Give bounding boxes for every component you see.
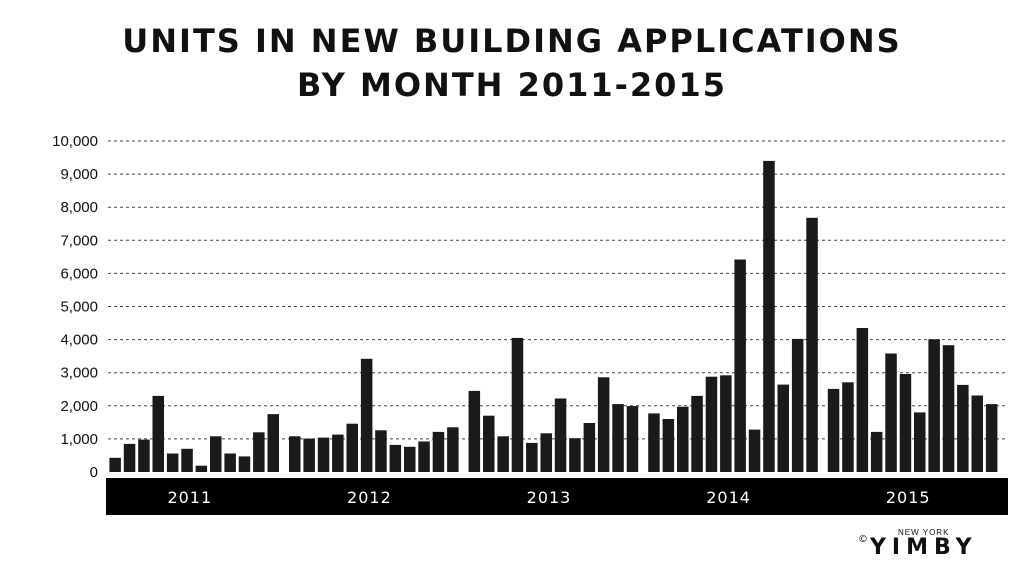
bar-2013-10 (597, 377, 610, 472)
bar-2012-9 (404, 446, 416, 472)
y-tick-label: 5,000 (60, 299, 98, 316)
bar-2013-1 (468, 390, 481, 472)
bar-2012-3 (317, 437, 330, 472)
bar-2015-9 (942, 345, 955, 472)
year-label-2011: 2011 (167, 488, 212, 507)
bar-2011-2 (123, 443, 136, 472)
bar-2011-5 (166, 453, 179, 472)
bar-2013-12 (626, 406, 639, 472)
bar-2012-4 (332, 434, 344, 472)
bar-2011-4 (152, 395, 164, 472)
bar-2014-1 (648, 413, 660, 472)
bar-2013-8 (569, 438, 581, 472)
bar-2015-3 (856, 328, 869, 472)
bar-2015-10 (957, 384, 969, 472)
y-tick-label: 3,000 (60, 365, 98, 382)
bar-2011-6 (181, 448, 193, 472)
bar-2012-10 (418, 441, 430, 472)
bar-2013-6 (540, 433, 552, 472)
bar-2014-12 (806, 217, 818, 472)
bar-2014-10 (777, 384, 789, 472)
y-tick-label: 10,000 (52, 133, 98, 150)
year-band (106, 478, 1008, 515)
chart-title-line1: UNITS IN NEW BUILDING APPLICATIONS (122, 22, 902, 60)
bar-2013-3 (497, 436, 509, 472)
bar-2014-5 (705, 376, 718, 472)
bar-2015-5 (885, 353, 897, 472)
bar-2015-12 (985, 404, 998, 472)
bar-2012-12 (447, 427, 459, 472)
bar-2011-1 (109, 457, 121, 472)
bar-2013-11 (612, 404, 624, 472)
bar-2011-11 (253, 432, 265, 472)
y-tick-label: 9,000 (60, 166, 98, 183)
bar-2015-2 (842, 382, 854, 472)
bar-2012-5 (346, 423, 358, 472)
bars (109, 160, 998, 472)
bar-2015-7 (914, 412, 926, 472)
bar-2015-4 (870, 431, 883, 472)
y-axis-ticks: 0 1,000 2,000 3,000 4,000 5,000 6,000 7,000 8,00… (52, 133, 98, 481)
bar-2013-5 (526, 442, 538, 472)
bar-2014-11 (791, 338, 804, 472)
bar-2011-7 (195, 465, 208, 472)
bar-2012-6 (360, 358, 373, 472)
bar-2013-2 (483, 415, 495, 472)
bar-2015-6 (899, 374, 912, 472)
year-label-2012: 2012 (347, 488, 392, 507)
bar-2014-4 (691, 395, 703, 472)
year-label-2013: 2013 (527, 488, 572, 507)
bar-2011-12 (267, 414, 279, 472)
bar-2014-9 (763, 160, 775, 472)
bar-2011-3 (138, 439, 150, 472)
bar-2012-7 (375, 430, 387, 472)
bar-2012-11 (432, 431, 445, 472)
bar-2011-8 (210, 436, 222, 472)
grid-lines (108, 140, 1006, 440)
bar-2014-7 (734, 259, 746, 472)
bar-2012-1 (289, 436, 301, 472)
y-tick-label: 7,000 (60, 232, 98, 249)
logo-top-text: NEW YORK (898, 528, 950, 537)
bar-2015-11 (971, 395, 983, 472)
copyright-symbol: © (858, 534, 868, 545)
bar-2011-10 (238, 456, 251, 472)
bar-2011-9 (224, 453, 236, 472)
bar-2013-4 (511, 337, 524, 472)
bar-2015-1 (827, 388, 840, 472)
bar-2015-8 (928, 339, 940, 472)
bar-2014-3 (677, 406, 689, 472)
logo-yimby: YIMBY (870, 535, 978, 560)
bar-2012-8 (389, 444, 402, 472)
y-tick-label: 4,000 (60, 332, 98, 349)
y-tick-label: 0 (90, 464, 98, 481)
bar-2013-9 (583, 423, 596, 472)
year-label-2014: 2014 (706, 488, 751, 507)
y-tick-label: 8,000 (60, 199, 98, 216)
bar-2012-2 (303, 438, 315, 472)
year-label-2015: 2015 (886, 488, 931, 507)
year-labels: 2011 2012 2013 2014 2015 (167, 488, 931, 507)
bar-2013-7 (554, 398, 567, 472)
y-tick-label: 2,000 (60, 398, 98, 415)
y-tick-label: 1,000 (60, 431, 98, 448)
chart-title-line2: BY MONTH 2011-2015 (297, 66, 727, 104)
bar-2014-6 (720, 375, 732, 472)
y-tick-label: 6,000 (60, 265, 98, 282)
bar-2014-2 (662, 419, 675, 472)
bar-2014-8 (748, 429, 761, 472)
